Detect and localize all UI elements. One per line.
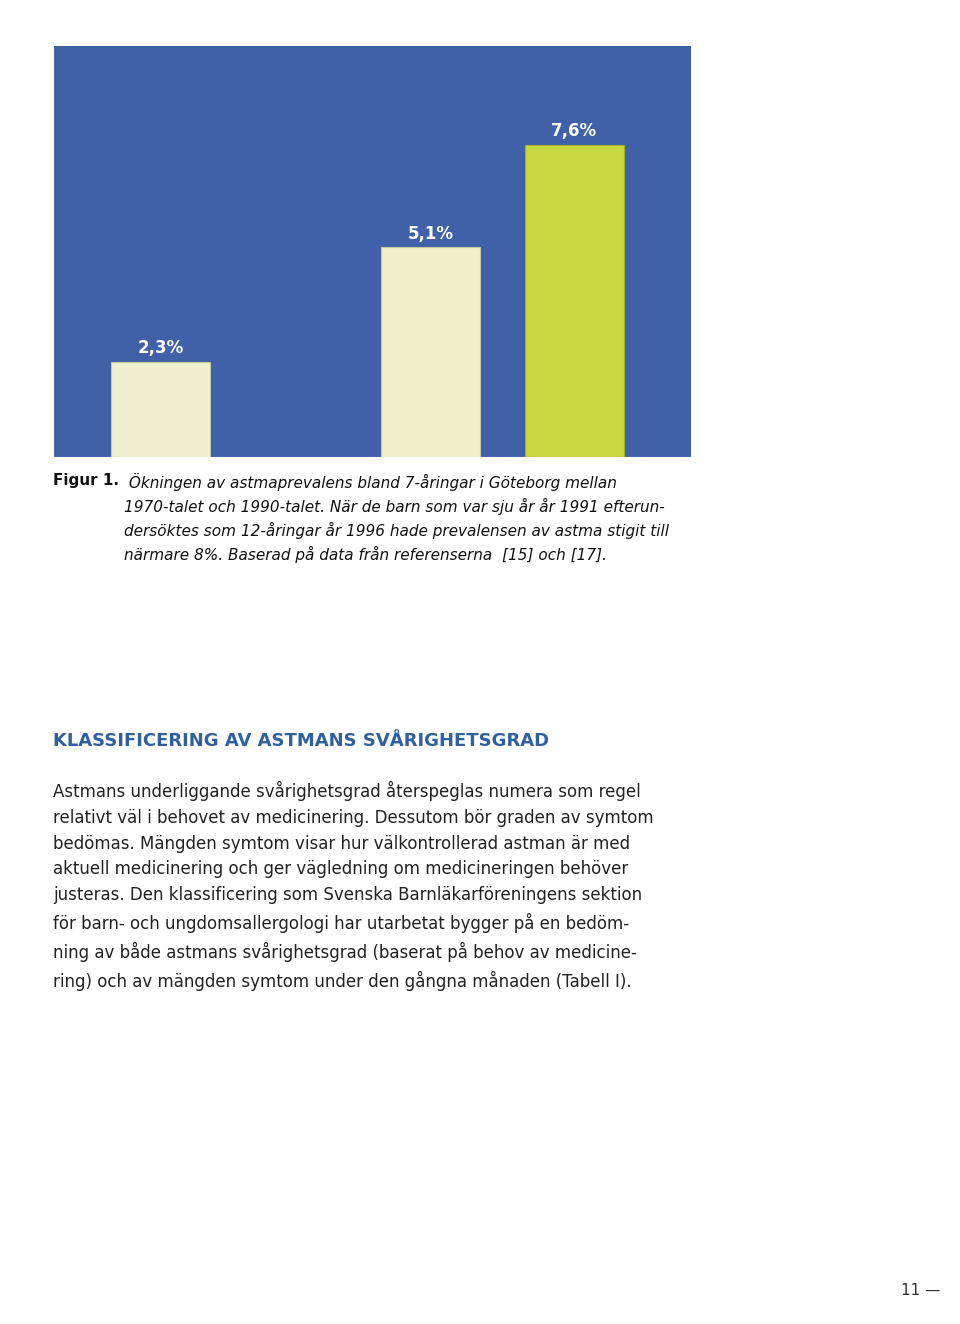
Text: 7,6%: 7,6% <box>551 122 597 140</box>
Bar <box>111 363 210 457</box>
Bar <box>525 144 624 457</box>
Bar <box>381 248 480 457</box>
Text: Astmans underliggande svårighetsgrad återspeglas numera som regel
relativt väl i: Astmans underliggande svårighetsgrad åte… <box>53 781 654 990</box>
Text: KLASSIFICERING AV ASTMANS SVÅRIGHETSGRAD: KLASSIFICERING AV ASTMANS SVÅRIGHETSGRAD <box>53 732 549 751</box>
Y-axis label: Procent av barnen: Procent av barnen <box>0 166 11 338</box>
Text: Ökningen av astmaprevalens bland 7-åringar i Göteborg mellan
1970-talet och 1990: Ökningen av astmaprevalens bland 7-åring… <box>124 473 669 563</box>
Text: 2,3%: 2,3% <box>137 339 183 357</box>
Text: 5,1%: 5,1% <box>407 225 453 242</box>
Text: 11 —: 11 — <box>901 1283 941 1299</box>
Text: Figur 1.: Figur 1. <box>53 473 119 487</box>
